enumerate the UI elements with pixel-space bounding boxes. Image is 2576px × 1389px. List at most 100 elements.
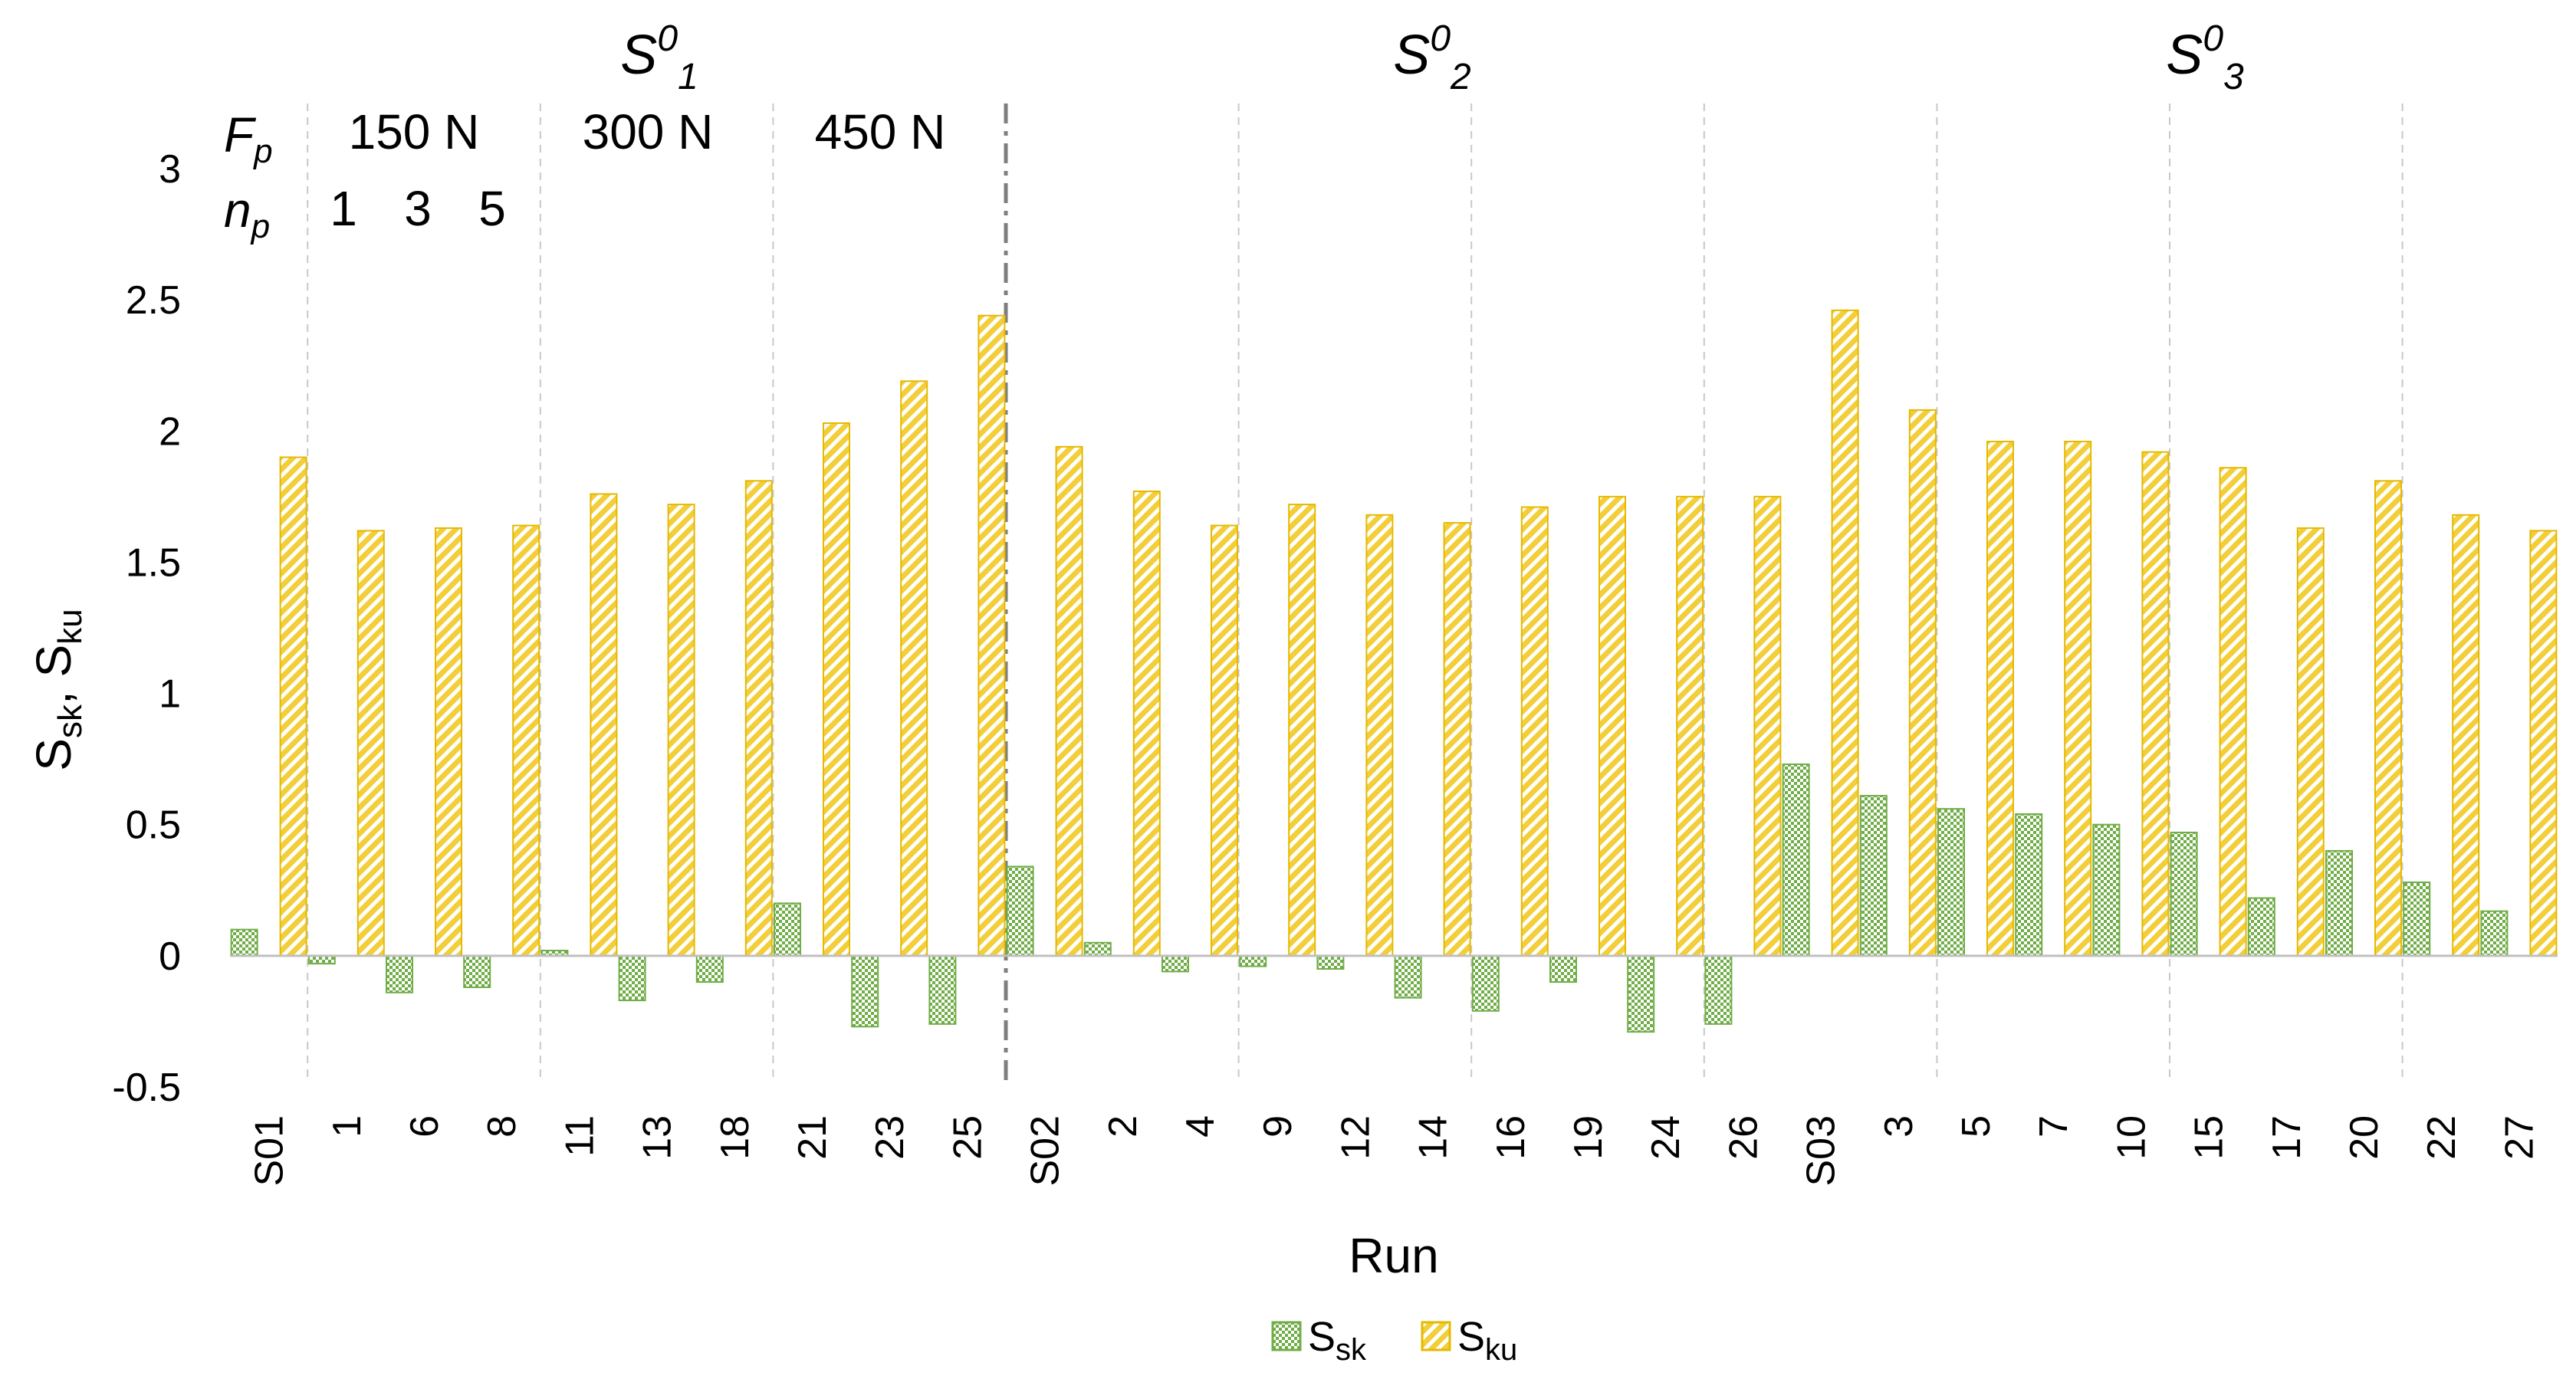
- bar-ssk: [1704, 954, 1733, 1025]
- bar-ssk: [2480, 910, 2509, 957]
- x-tick-label: 2: [1101, 1115, 1145, 1138]
- y-tick-label: 0.5: [126, 803, 181, 848]
- x-tick-label: 3: [1877, 1115, 1921, 1138]
- bar-sku: [823, 422, 850, 957]
- x-tick-label: 27: [2497, 1115, 2542, 1160]
- bar-sku: [1443, 522, 1471, 957]
- x-tick-label: 17: [2265, 1115, 2309, 1160]
- x-tick-label: 23: [868, 1115, 912, 1160]
- bar-ssk: [230, 928, 258, 957]
- bar-ssk: [851, 954, 879, 1028]
- bar-sku: [1986, 440, 2014, 957]
- force-level-3: 450 N: [815, 104, 946, 159]
- bar-sku: [279, 456, 307, 957]
- force-level-2: 300 N: [583, 104, 714, 159]
- y-title-a: S: [26, 738, 81, 771]
- bar-ssk: [1627, 954, 1655, 1033]
- y-tick-label: 1.5: [126, 540, 181, 585]
- force-symbol: Fp: [224, 107, 273, 170]
- x-tick-label: S02: [1024, 1115, 1068, 1187]
- x-tick-label: 16: [1489, 1115, 1533, 1160]
- bar-sku: [1753, 495, 1782, 957]
- bar-sku: [1288, 504, 1316, 957]
- bar-sku: [667, 504, 695, 957]
- x-tick-label: 9: [1256, 1115, 1300, 1138]
- x-tick-label: 19: [1566, 1115, 1611, 1160]
- bar-sku: [2219, 467, 2247, 957]
- bar-ssk: [2325, 849, 2353, 957]
- y-axis-ticks: -0.5 0 0.5 1 1.5 2 2.5 3: [112, 147, 181, 1110]
- y-tick-label: 1: [159, 672, 181, 717]
- x-tick-label: 18: [713, 1115, 757, 1160]
- bar-ssk: [774, 902, 801, 957]
- x-tick-label: 14: [1411, 1115, 1456, 1160]
- passes-symbol: np: [224, 182, 270, 245]
- y-title-b-sub: ku: [51, 609, 89, 644]
- y-tick-label: -0.5: [112, 1066, 181, 1110]
- bar-ssk: [1859, 795, 1888, 957]
- x-axis-ticks: S01 1 6 8 11 13 18 21 23 25 S02 2 4 9 12 14 16 19 24 26 S03 3…: [248, 1115, 2542, 1187]
- bar-sku: [978, 314, 1006, 957]
- bar-sku: [900, 380, 928, 957]
- x-tick-label: 1: [325, 1115, 370, 1138]
- y-title-b: S: [26, 645, 81, 678]
- bar-sku: [1908, 409, 1937, 957]
- bar-ssk: [1239, 954, 1267, 967]
- bar-sku: [1831, 309, 1859, 957]
- bar-ssk: [1549, 954, 1577, 983]
- bar-sku: [2141, 451, 2170, 957]
- legend-swatch-ssk: [1271, 1321, 1302, 1351]
- bar-sku: [744, 480, 773, 957]
- x-tick-label: 21: [790, 1115, 835, 1160]
- bar-ssk: [1782, 763, 1810, 957]
- x-tick-label: 12: [1333, 1115, 1378, 1160]
- bar-sku: [356, 530, 385, 957]
- bar-sku: [2064, 440, 2092, 957]
- bar-sku: [1055, 445, 1083, 957]
- bar-sku: [2452, 514, 2480, 957]
- force-level-1: 150 N: [349, 104, 480, 159]
- x-tick-label: 7: [2032, 1115, 2076, 1138]
- y-tick-label: 0: [159, 934, 181, 979]
- x-tick-label: 10: [2109, 1115, 2154, 1160]
- bar-ssk: [2092, 823, 2121, 957]
- x-tick-label: 4: [1178, 1115, 1223, 1138]
- bar-ssk: [695, 954, 724, 983]
- bars: [230, 309, 2558, 1033]
- bar-ssk: [463, 954, 491, 988]
- x-tick-label: S03: [1799, 1115, 1844, 1187]
- legend: Ssk Sku: [1271, 1314, 1517, 1367]
- x-tick-label: 6: [402, 1115, 447, 1138]
- x-tick-label: 20: [2342, 1115, 2387, 1160]
- bar-ssk: [307, 954, 336, 965]
- bar-sku: [2374, 480, 2402, 957]
- bar-sku: [435, 527, 462, 957]
- bar-ssk: [1083, 941, 1112, 957]
- bar-sku: [1211, 524, 1238, 957]
- bar-sku: [512, 524, 540, 957]
- bar-sku: [1132, 491, 1161, 957]
- bar-sku: [2296, 527, 2325, 957]
- x-tick-label: 25: [945, 1115, 990, 1160]
- x-tick-label: 11: [557, 1115, 602, 1157]
- group-separators: [307, 103, 2404, 1081]
- group-label-2: S02: [1393, 18, 1470, 97]
- x-tick-label: S01: [248, 1115, 292, 1187]
- x-tick-label: 5: [1954, 1115, 1999, 1138]
- bar-sku: [2529, 530, 2558, 957]
- bar-ssk: [1162, 954, 1189, 973]
- x-tick-label: 24: [1644, 1115, 1688, 1160]
- y-tick-label: 2: [159, 409, 181, 454]
- x-tick-label: 15: [2187, 1115, 2232, 1160]
- y-axis-title: Ssk, Sku: [26, 609, 89, 770]
- passes-level-3: 5: [478, 181, 506, 236]
- x-axis-title: Run: [1349, 1228, 1438, 1283]
- group-label-3: S03: [2166, 18, 2244, 97]
- bar-ssk: [928, 954, 957, 1025]
- legend-swatch-sku: [1421, 1321, 1451, 1351]
- passes-level-1: 1: [330, 181, 357, 236]
- x-tick-label: 26: [1721, 1115, 1766, 1160]
- x-tick-label: 22: [2420, 1115, 2464, 1160]
- bar-sku: [1676, 495, 1704, 957]
